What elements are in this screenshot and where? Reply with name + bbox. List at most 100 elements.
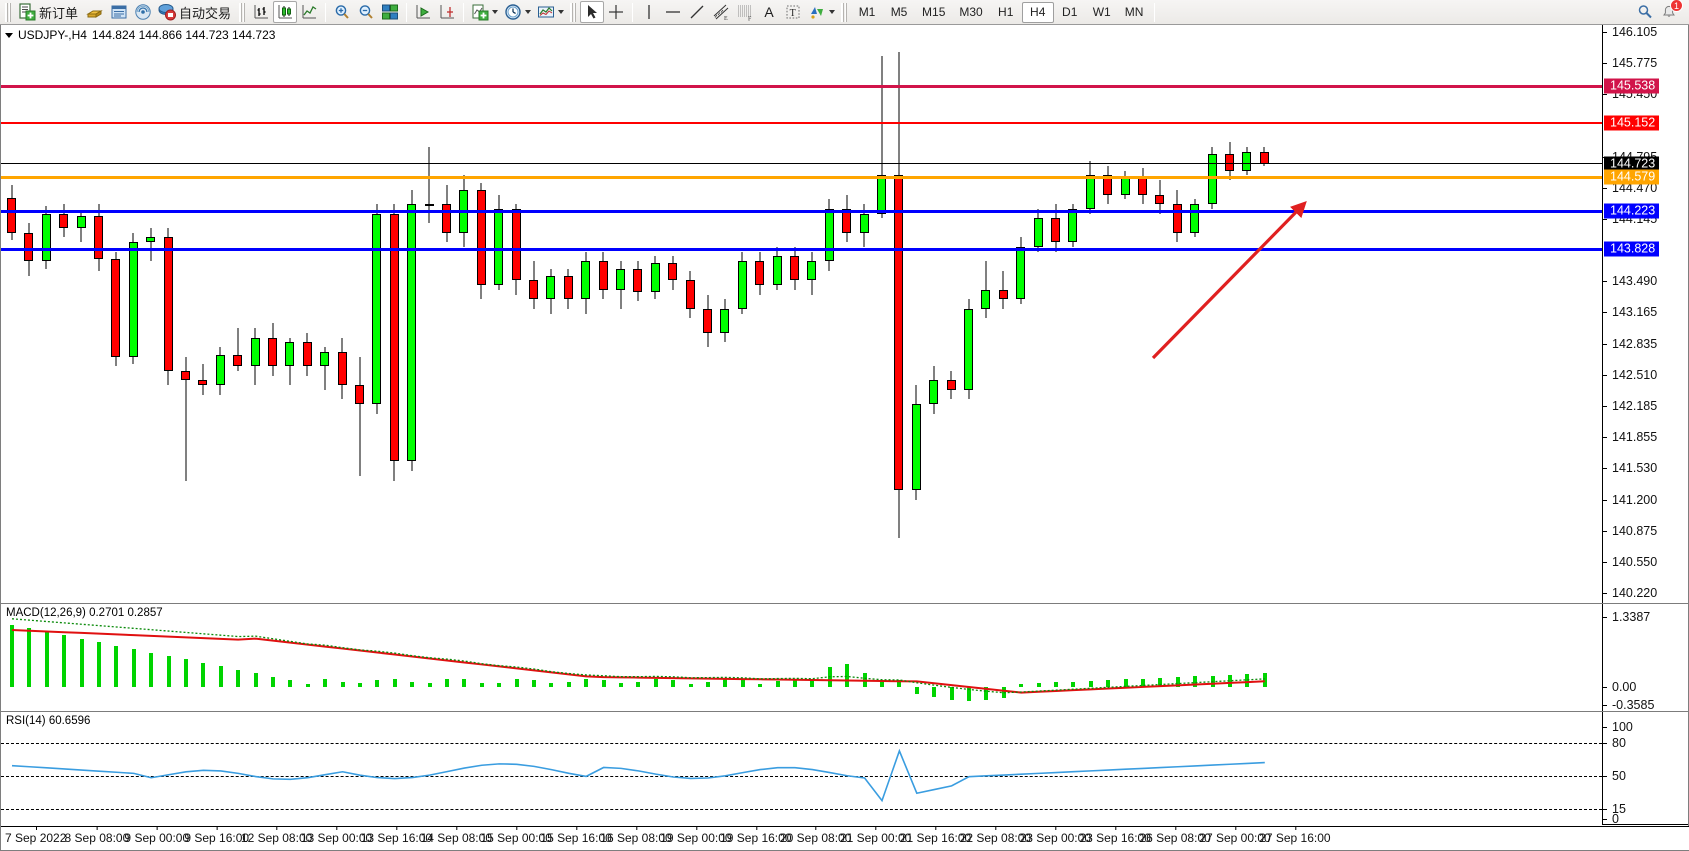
pivot-line[interactable] bbox=[1, 176, 1602, 179]
data-window-icon bbox=[110, 3, 128, 21]
macd-histogram-bar bbox=[880, 679, 884, 687]
timeframe-m1[interactable]: M1 bbox=[858, 5, 876, 19]
timeframe-m15[interactable]: M15 bbox=[922, 5, 946, 19]
periodicity-button[interactable] bbox=[501, 1, 534, 23]
macd-histogram-bar bbox=[514, 679, 519, 687]
bar-chart-button[interactable] bbox=[249, 1, 273, 23]
market-watch-button[interactable] bbox=[83, 1, 107, 23]
templates-button[interactable] bbox=[534, 1, 567, 23]
text-tool[interactable]: A bbox=[757, 1, 781, 23]
rsi-tick-0: 0 bbox=[1603, 812, 1619, 826]
zoom-out-icon bbox=[357, 3, 375, 21]
timeframe-m5[interactable]: M5 bbox=[890, 5, 908, 19]
trendline-tool[interactable] bbox=[685, 1, 709, 23]
chart-shift-button[interactable] bbox=[435, 1, 459, 23]
navigator-button[interactable] bbox=[131, 1, 155, 23]
auto-scroll-button[interactable] bbox=[411, 1, 435, 23]
candlestick bbox=[981, 25, 991, 600]
text-label-tool[interactable]: T bbox=[781, 1, 805, 23]
price-level-badge[interactable]: 144.579 bbox=[1604, 169, 1660, 185]
macd-pane[interactable]: MACD(12,26,9) 0.2701 0.2857 bbox=[1, 605, 1602, 710]
candle-body-bearish bbox=[198, 380, 208, 386]
toolbar-grip-3[interactable] bbox=[570, 2, 578, 22]
arrows-tool[interactable] bbox=[805, 1, 838, 23]
price-level-badge[interactable]: 143.828 bbox=[1604, 241, 1660, 257]
chevron-down-icon-3[interactable] bbox=[558, 10, 565, 14]
current-price-line[interactable] bbox=[1, 162, 1602, 164]
indicators-button[interactable] bbox=[468, 1, 501, 23]
price-level-badge[interactable]: 144.223 bbox=[1604, 203, 1660, 219]
candle-body-bullish bbox=[250, 337, 260, 367]
price-level-badge[interactable]: 144.723 bbox=[1604, 156, 1660, 172]
resistance-line[interactable] bbox=[1, 121, 1602, 125]
toolbar-grip-4[interactable] bbox=[841, 2, 849, 22]
candlestick-chart-button[interactable] bbox=[273, 1, 298, 23]
candlestick bbox=[233, 25, 243, 600]
support-line[interactable] bbox=[1, 210, 1602, 213]
search-button[interactable] bbox=[1633, 1, 1657, 23]
support-line[interactable] bbox=[1, 248, 1602, 251]
chart-menu-caret-icon[interactable] bbox=[5, 32, 13, 38]
time-axis[interactable]: 7 Sep 2022 8 Sep 08:00 9 Sep 00:00 9 Sep 16… bbox=[1, 826, 1689, 850]
macd-histogram-bar bbox=[1262, 673, 1267, 687]
macd-histogram-bar bbox=[619, 683, 623, 687]
price-level-badge[interactable]: 145.538 bbox=[1604, 78, 1660, 94]
candle-body-bearish bbox=[685, 280, 695, 309]
tile-windows-button[interactable] bbox=[378, 1, 402, 23]
candle-body-bullish bbox=[215, 354, 225, 386]
candlestick bbox=[842, 25, 852, 600]
data-window-button[interactable] bbox=[107, 1, 131, 23]
equidistant-channel-tool[interactable]: E bbox=[709, 1, 733, 23]
vertical-line-tool[interactable] bbox=[637, 1, 661, 23]
candle-body-bullish bbox=[911, 404, 921, 491]
macd-pane-divider[interactable] bbox=[1, 603, 1688, 604]
timeframe-h4[interactable]: H4 bbox=[1021, 1, 1054, 23]
timeframe-mn[interactable]: MN bbox=[1124, 5, 1144, 19]
chevron-down-icon-4[interactable] bbox=[829, 10, 836, 14]
time-tick: 13 Sep 16:00 bbox=[360, 826, 433, 845]
macd-histogram-bar bbox=[845, 664, 850, 687]
candle-body-bearish bbox=[355, 385, 364, 405]
timeframe-w1[interactable]: W1 bbox=[1092, 5, 1111, 19]
auto-trading-button[interactable]: 自动交易 bbox=[155, 1, 236, 23]
crosshair-tool[interactable] bbox=[604, 1, 628, 23]
line-chart-button[interactable] bbox=[297, 1, 321, 23]
chart-window[interactable]: USDJPY-,H4 144.824 144.866 144.723 144.7… bbox=[0, 25, 1689, 851]
zoom-out-button[interactable] bbox=[354, 1, 378, 23]
toolbar-grip-2[interactable] bbox=[239, 2, 247, 22]
candle-body-bullish bbox=[546, 275, 556, 300]
rsi-pane[interactable]: RSI(14) 60.6596 bbox=[1, 713, 1602, 825]
macd-histogram-bar bbox=[114, 645, 119, 687]
macd-histogram-bar bbox=[97, 642, 101, 687]
candle-body-bullish bbox=[372, 213, 382, 405]
candlestick bbox=[285, 25, 295, 600]
chevron-down-icon[interactable] bbox=[492, 10, 499, 14]
zoom-in-button[interactable] bbox=[330, 1, 354, 23]
price-level-badge[interactable]: 145.152 bbox=[1604, 115, 1660, 131]
time-tick: 23 Sep 00:00 bbox=[1019, 826, 1091, 845]
fibonacci-tool[interactable]: F bbox=[733, 1, 757, 23]
timeframe-h1[interactable]: H1 bbox=[998, 5, 1014, 19]
chevron-down-icon-2[interactable] bbox=[525, 10, 532, 14]
price-tick: 141.530 bbox=[1603, 461, 1657, 475]
price-plot[interactable] bbox=[1, 25, 1602, 600]
macd-histogram-bar bbox=[358, 683, 362, 687]
candlestick bbox=[302, 25, 312, 600]
toolbar-grip[interactable] bbox=[5, 2, 12, 22]
macd-histogram-bar bbox=[427, 683, 432, 687]
candle-body-bearish bbox=[633, 268, 643, 292]
symbol-label[interactable]: USDJPY-,H4 144.824 144.866 144.723 144.7… bbox=[5, 28, 275, 42]
timeframe-d1[interactable]: D1 bbox=[1062, 5, 1078, 19]
macd-histogram-bar bbox=[532, 679, 536, 687]
candlestick bbox=[41, 25, 51, 600]
horizontal-line-tool[interactable] bbox=[661, 1, 685, 23]
rsi-pane-divider[interactable] bbox=[1, 711, 1688, 712]
notifications-button[interactable]: 1 bbox=[1657, 0, 1683, 23]
timeframe-m30[interactable]: M30 bbox=[959, 5, 983, 19]
resistance-line[interactable] bbox=[1, 85, 1602, 88]
candlestick bbox=[1207, 25, 1217, 600]
cursor-tool[interactable] bbox=[580, 1, 605, 23]
new-order-button[interactable]: 新订单 bbox=[15, 1, 83, 23]
macd-histogram-bar bbox=[479, 682, 484, 687]
candle-body-bearish bbox=[1172, 204, 1182, 233]
